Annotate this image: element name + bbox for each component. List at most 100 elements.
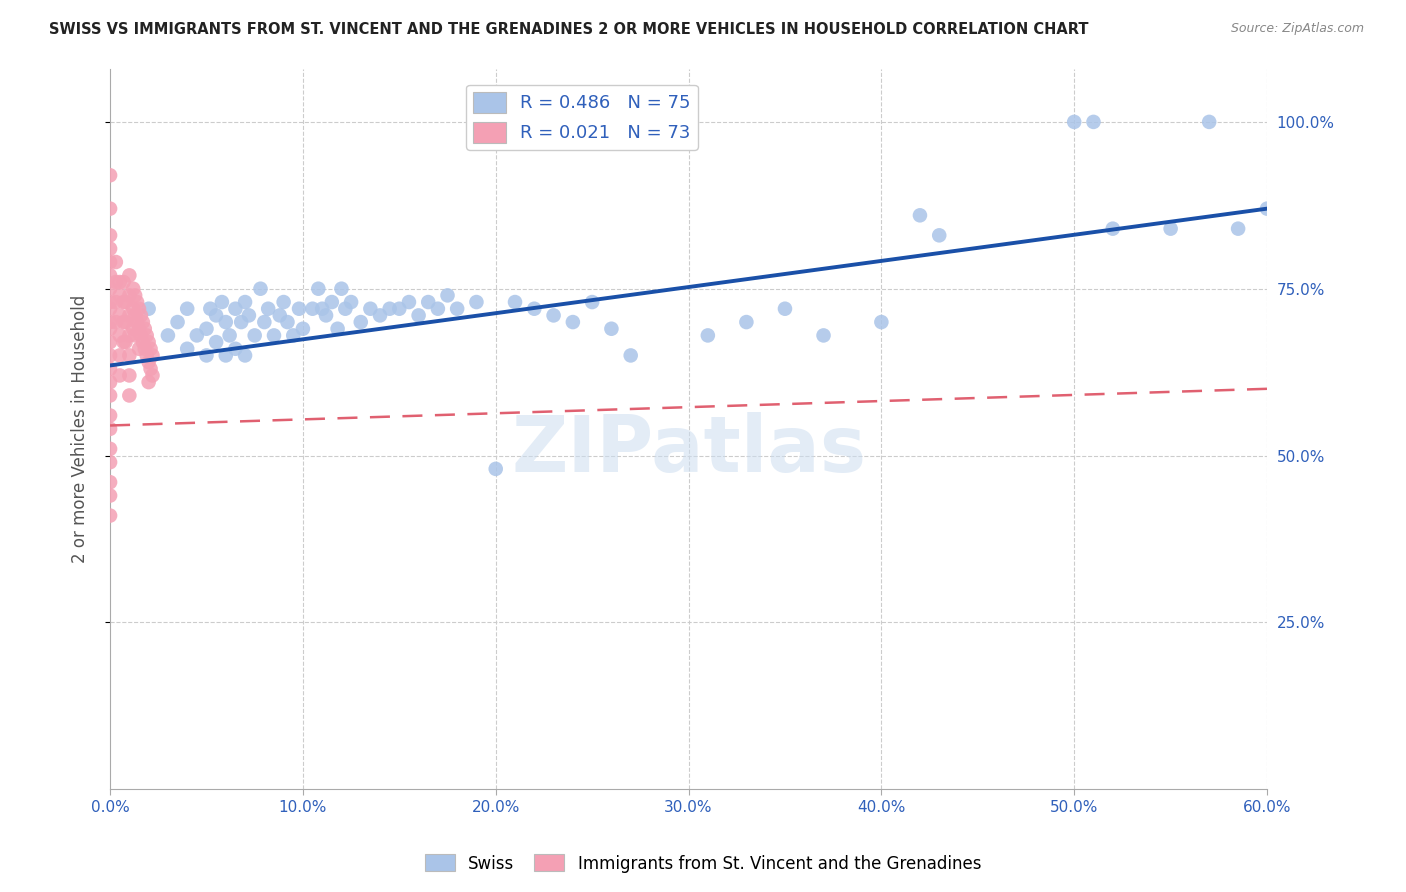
Point xyxy=(98,455,121,469)
Point xyxy=(108,275,131,289)
Point xyxy=(600,322,623,336)
Point xyxy=(224,301,246,316)
Point xyxy=(122,322,145,336)
Point xyxy=(98,348,121,362)
Point xyxy=(139,342,162,356)
Point xyxy=(315,309,337,323)
Point xyxy=(134,322,156,336)
Point xyxy=(233,348,256,362)
Point xyxy=(330,282,353,296)
Point xyxy=(122,282,145,296)
Point xyxy=(98,388,121,402)
Point xyxy=(195,322,218,336)
Point xyxy=(132,315,155,329)
Text: Source: ZipAtlas.com: Source: ZipAtlas.com xyxy=(1230,22,1364,36)
Point xyxy=(321,295,343,310)
Point xyxy=(218,328,240,343)
Point xyxy=(503,295,526,310)
Point xyxy=(253,315,276,329)
Point xyxy=(195,348,218,362)
Point xyxy=(1198,115,1220,129)
Point xyxy=(108,288,131,302)
Point xyxy=(98,255,121,269)
Point xyxy=(773,301,796,316)
Point xyxy=(350,315,373,329)
Point xyxy=(215,315,238,329)
Point xyxy=(138,375,160,389)
Point xyxy=(118,328,141,343)
Point xyxy=(98,489,121,503)
Point xyxy=(205,335,228,350)
Point xyxy=(108,368,131,383)
Point xyxy=(1227,221,1250,235)
Point xyxy=(128,322,150,336)
Point xyxy=(465,295,488,310)
Point xyxy=(243,328,266,343)
Point xyxy=(215,348,238,362)
Point xyxy=(249,282,271,296)
Point xyxy=(335,301,357,316)
Point xyxy=(408,309,430,323)
Point xyxy=(1063,115,1085,129)
Point xyxy=(269,309,291,323)
Point xyxy=(870,315,893,329)
Point xyxy=(98,301,121,316)
Point xyxy=(129,309,152,323)
Point xyxy=(1160,221,1182,235)
Point xyxy=(104,315,127,329)
Point xyxy=(378,301,401,316)
Point xyxy=(98,228,121,243)
Point xyxy=(620,348,643,362)
Point xyxy=(104,255,127,269)
Point xyxy=(134,342,156,356)
Point xyxy=(98,322,121,336)
Point xyxy=(135,328,157,343)
Point xyxy=(114,295,136,310)
Point xyxy=(108,309,131,323)
Point xyxy=(108,348,131,362)
Point xyxy=(128,342,150,356)
Point xyxy=(118,268,141,283)
Legend: R = 0.486   N = 75, R = 0.021   N = 73: R = 0.486 N = 75, R = 0.021 N = 73 xyxy=(467,85,699,150)
Point xyxy=(368,309,391,323)
Point xyxy=(283,328,305,343)
Point xyxy=(138,355,160,369)
Point xyxy=(224,342,246,356)
Point xyxy=(98,282,121,296)
Point xyxy=(138,301,160,316)
Point xyxy=(114,335,136,350)
Point xyxy=(98,422,121,436)
Point xyxy=(388,301,411,316)
Point xyxy=(98,315,121,329)
Point xyxy=(118,288,141,302)
Point xyxy=(340,295,363,310)
Point xyxy=(124,328,146,343)
Point xyxy=(98,268,121,283)
Point xyxy=(359,301,381,316)
Point xyxy=(186,328,208,343)
Point xyxy=(233,295,256,310)
Point xyxy=(129,328,152,343)
Point xyxy=(485,462,508,476)
Text: ZIPatlas: ZIPatlas xyxy=(510,412,866,489)
Point xyxy=(276,315,298,329)
Point xyxy=(141,368,163,383)
Point xyxy=(138,335,160,350)
Point xyxy=(139,361,162,376)
Y-axis label: 2 or more Vehicles in Household: 2 or more Vehicles in Household xyxy=(72,294,89,563)
Point xyxy=(523,301,546,316)
Point xyxy=(114,315,136,329)
Point xyxy=(326,322,349,336)
Point xyxy=(291,322,314,336)
Point xyxy=(1083,115,1105,129)
Point xyxy=(104,275,127,289)
Point xyxy=(263,328,285,343)
Point xyxy=(98,409,121,423)
Point xyxy=(446,301,468,316)
Point xyxy=(118,388,141,402)
Text: SWISS VS IMMIGRANTS FROM ST. VINCENT AND THE GRENADINES 2 OR MORE VEHICLES IN HO: SWISS VS IMMIGRANTS FROM ST. VINCENT AND… xyxy=(49,22,1088,37)
Point xyxy=(200,301,222,316)
Point xyxy=(98,508,121,523)
Point xyxy=(166,315,188,329)
Point xyxy=(108,328,131,343)
